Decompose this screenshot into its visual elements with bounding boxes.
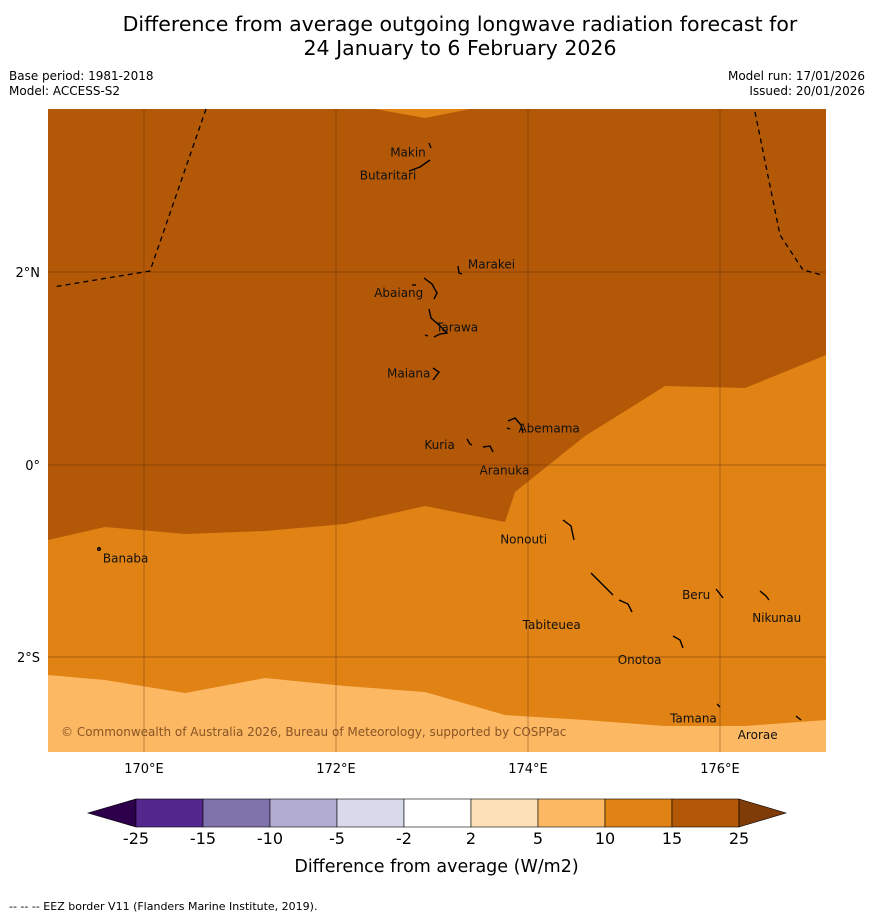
- colorbar-bin: [336, 798, 405, 828]
- base-period: Base period: 1981-2018: [9, 69, 154, 83]
- x-tick-label: 176°E: [700, 762, 740, 777]
- colorbar-bin: [470, 798, 539, 828]
- colorbar-bin: [135, 798, 204, 828]
- place-label: Kuria: [424, 438, 455, 452]
- y-tick-label: 2°N: [16, 266, 41, 281]
- y-tick-label: 2°S: [17, 651, 40, 666]
- x-tick-labels: 170°E 172°E 174°E 176°E: [124, 762, 740, 777]
- graticule: [48, 109, 826, 752]
- place-label: Maiana: [387, 366, 430, 380]
- place-label: Abemama: [518, 422, 579, 436]
- island-outlines: [96, 142, 802, 721]
- region-top-patch: [375, 109, 470, 118]
- issued-date: Issued: 20/01/2026: [749, 84, 865, 98]
- colorbar-bin: [202, 798, 271, 828]
- map-credit: © Commonwealth of Australia 2026, Bureau…: [61, 725, 566, 739]
- x-tick-label: 170°E: [124, 762, 164, 777]
- place-label: Beru: [682, 588, 710, 602]
- colorbar-tick-label: 25: [729, 829, 749, 848]
- colorbar-bin: [269, 798, 338, 828]
- map-fill-regions: [48, 109, 826, 752]
- region-10-15: [48, 675, 826, 752]
- model-run: Model run: 17/01/2026: [727, 69, 865, 83]
- place-label: Abaiang: [374, 286, 423, 300]
- y-tick-label: 0°: [25, 459, 40, 474]
- place-label: Tamana: [669, 712, 717, 726]
- colorbar-tick-label: -15: [190, 829, 216, 848]
- colorbar-tick-label: -25: [123, 829, 149, 848]
- place-label: Tarawa: [435, 320, 478, 334]
- x-tick-label: 172°E: [316, 762, 356, 777]
- place-label: Butaritari: [360, 169, 417, 183]
- place-label: Marakei: [468, 258, 515, 272]
- place-label: Tabiteuea: [522, 618, 581, 632]
- model-name: Model: ACCESS-S2: [9, 84, 121, 98]
- colorbar-over-arrow: [738, 798, 788, 828]
- meta-right: Model run: 17/01/2026 Issued: 20/01/2026: [728, 69, 865, 99]
- colorbar-under-arrow: [86, 798, 137, 828]
- place-label: Onotoa: [618, 653, 662, 667]
- y-tick-labels: 2°N 0° 2°S: [16, 266, 41, 666]
- colorbar-bin: [537, 798, 606, 828]
- chart-title: Difference from average outgoing longwav…: [0, 12, 873, 60]
- colorbar-bin: [671, 798, 740, 828]
- colorbar-label: Difference from average (W/m2): [294, 857, 579, 877]
- colorbar-tick-label: 2: [466, 829, 476, 848]
- colorbar-tick-label: -10: [257, 829, 283, 848]
- colorbar-tick-label: 15: [662, 829, 682, 848]
- colorbar-tick-label: -5: [329, 829, 345, 848]
- meta-left: Base period: 1981-2018 Model: ACCESS-S2: [9, 69, 154, 99]
- place-label: Makin: [390, 145, 426, 159]
- place-label: Nikunau: [752, 611, 801, 625]
- place-label: Nonouti: [500, 533, 547, 547]
- footer-note: -- -- -- EEZ border V11 (Flanders Marine…: [9, 900, 318, 913]
- x-tick-label: 174°E: [508, 762, 548, 777]
- title-line-1: Difference from average outgoing longwav…: [122, 12, 798, 36]
- colorbar-bin: [604, 798, 673, 828]
- place-label: Aranuka: [480, 464, 530, 478]
- place-label: Arorae: [738, 728, 778, 742]
- colorbar-tick-label: 10: [595, 829, 615, 848]
- place-labels: Makin Butaritari Marakei Abaiang Tarawa Maian…: [103, 145, 801, 742]
- colorbar-bin: [403, 798, 472, 828]
- colorbar: [86, 798, 788, 828]
- colorbar-tick-label: -2: [396, 829, 412, 848]
- eez-border-lines: [52, 108, 823, 288]
- colorbar-tick-labels: -25 -15 -10 -5 -2 2 5 10 15 25: [123, 829, 749, 848]
- region-15-25: [48, 109, 826, 540]
- title-line-2: 24 January to 6 February 2026: [303, 36, 617, 60]
- place-label: Banaba: [103, 552, 149, 566]
- colorbar-tick-label: 5: [533, 829, 543, 848]
